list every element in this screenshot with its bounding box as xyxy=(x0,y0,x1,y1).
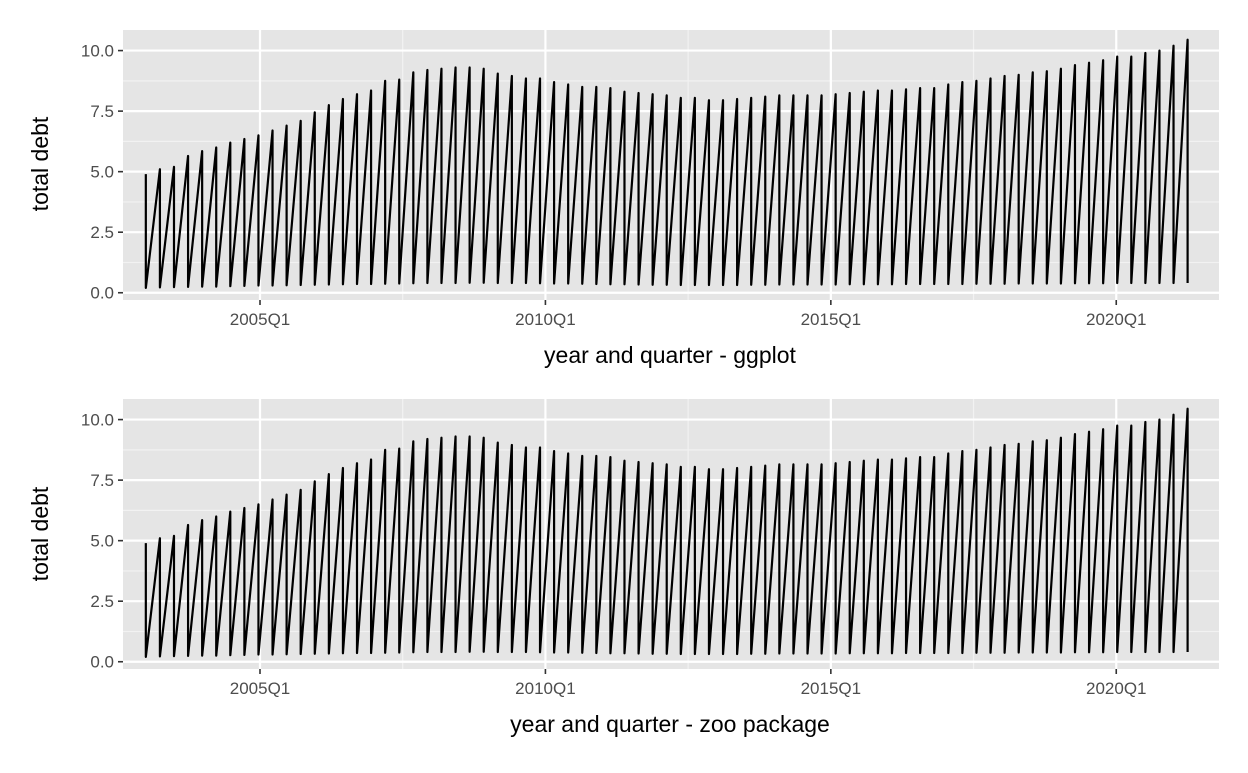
x-tick-label: 2005Q1 xyxy=(230,310,291,329)
chart-bottom-zoo: 0.0 2.5 5.0 7.5 10.0 2005Q1 2010Q1 2015Q1 2020Q1… xyxy=(27,399,1219,737)
x-tick-label: 2015Q1 xyxy=(801,310,862,329)
x-tick-label: 2020Q1 xyxy=(1086,310,1147,329)
y-tick-label: 0.0 xyxy=(90,284,114,303)
y-axis-title: total debt xyxy=(27,116,53,211)
y-tick-label: 7.5 xyxy=(90,102,114,121)
x-tick-label: 2015Q1 xyxy=(801,679,862,698)
y-tick-label: 0.0 xyxy=(90,653,114,672)
x-tick-label: 2005Q1 xyxy=(230,679,291,698)
y-axis-title: total debt xyxy=(27,486,53,581)
series-line-total-debt xyxy=(144,38,1189,289)
y-tick-label: 5.0 xyxy=(90,163,114,182)
y-tick-label: 10.0 xyxy=(81,411,114,430)
x-tick-label: 2020Q1 xyxy=(1086,679,1147,698)
plot-panel xyxy=(123,30,1219,300)
x-axis-title: year and quarter - zoo package xyxy=(510,711,830,737)
y-tick-label: 10.0 xyxy=(81,42,114,61)
plot-panel xyxy=(123,399,1219,669)
series-line-total-debt xyxy=(144,407,1189,658)
y-tick-label: 2.5 xyxy=(90,223,114,242)
x-tick-label: 2010Q1 xyxy=(515,679,576,698)
chart-top-ggplot: 0.0 2.5 5.0 7.5 10.0 2005Q1 2010Q1 2015Q1 2020Q1… xyxy=(27,30,1219,368)
y-tick-label: 5.0 xyxy=(90,532,114,551)
x-tick-label: 2010Q1 xyxy=(515,310,576,329)
y-tick-label: 2.5 xyxy=(90,592,114,611)
y-tick-label: 7.5 xyxy=(90,471,114,490)
x-axis-title: year and quarter - ggplot xyxy=(544,342,796,368)
